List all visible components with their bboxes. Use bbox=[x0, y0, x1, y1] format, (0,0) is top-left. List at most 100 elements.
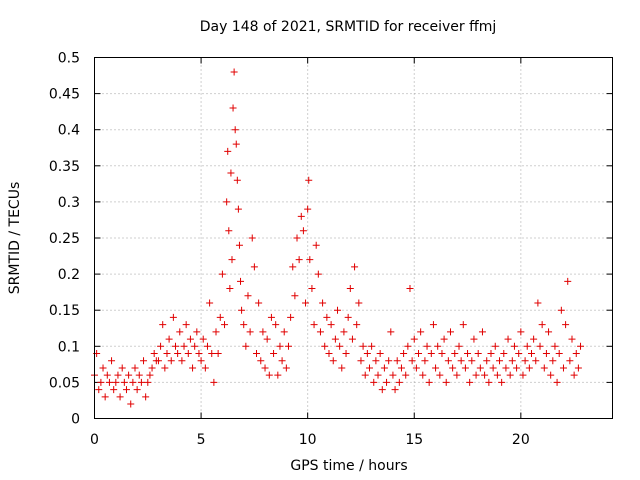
data-point bbox=[540, 364, 548, 372]
data-point bbox=[357, 357, 365, 365]
y-tick-label: 0.05 bbox=[49, 375, 80, 391]
data-point bbox=[521, 357, 529, 365]
data-point bbox=[419, 371, 427, 379]
data-point bbox=[178, 357, 186, 365]
data-point bbox=[184, 350, 192, 358]
data-point bbox=[338, 364, 346, 372]
data-point bbox=[397, 364, 405, 372]
data-point bbox=[218, 270, 226, 278]
data-point bbox=[527, 350, 535, 358]
data-point bbox=[425, 378, 433, 386]
data-point bbox=[423, 342, 431, 350]
data-point bbox=[496, 357, 504, 365]
data-point bbox=[257, 357, 265, 365]
data-point bbox=[278, 357, 286, 365]
data-point bbox=[574, 364, 582, 372]
data-point bbox=[248, 234, 256, 242]
data-point bbox=[459, 321, 467, 329]
data-point bbox=[444, 357, 452, 365]
data-point bbox=[500, 350, 508, 358]
data-point bbox=[410, 335, 418, 343]
data-point bbox=[314, 270, 322, 278]
data-point bbox=[391, 386, 399, 394]
data-point bbox=[304, 205, 312, 213]
data-point bbox=[214, 350, 222, 358]
data-point bbox=[116, 393, 124, 401]
data-point bbox=[253, 350, 261, 358]
data-point bbox=[289, 263, 297, 271]
data-point bbox=[468, 357, 476, 365]
data-point bbox=[336, 342, 344, 350]
data-point bbox=[224, 147, 232, 155]
data-point bbox=[566, 357, 574, 365]
y-tick-label: 0.25 bbox=[49, 231, 80, 247]
y-tick-label: 0.1 bbox=[58, 339, 80, 355]
data-point bbox=[329, 357, 337, 365]
data-point bbox=[372, 357, 380, 365]
data-point bbox=[172, 342, 180, 350]
data-point bbox=[259, 328, 267, 336]
data-point bbox=[154, 357, 162, 365]
data-point bbox=[334, 306, 342, 314]
data-point bbox=[545, 328, 553, 336]
data-point bbox=[513, 364, 521, 372]
data-point bbox=[402, 371, 410, 379]
data-point bbox=[365, 364, 373, 372]
y-tick-label: 0.5 bbox=[58, 51, 80, 67]
data-point bbox=[255, 299, 263, 307]
data-point bbox=[321, 342, 329, 350]
data-point bbox=[344, 313, 352, 321]
data-point bbox=[476, 364, 484, 372]
x-axis-title: GPS time / hours bbox=[290, 458, 407, 474]
data-point bbox=[250, 263, 258, 271]
data-point bbox=[206, 299, 214, 307]
data-point bbox=[161, 364, 169, 372]
data-point bbox=[237, 277, 245, 285]
data-point bbox=[442, 378, 450, 386]
data-point bbox=[559, 364, 567, 372]
plot-frame bbox=[94, 57, 613, 419]
data-point bbox=[210, 378, 218, 386]
data-point bbox=[150, 350, 158, 358]
data-point bbox=[316, 328, 324, 336]
data-point bbox=[470, 335, 478, 343]
data-point bbox=[493, 371, 501, 379]
data-point bbox=[310, 321, 318, 329]
data-point bbox=[478, 328, 486, 336]
data-point bbox=[103, 371, 111, 379]
data-point bbox=[176, 328, 184, 336]
data-point bbox=[429, 321, 437, 329]
data-point bbox=[453, 371, 461, 379]
data-point bbox=[319, 299, 327, 307]
data-point bbox=[361, 371, 369, 379]
data-point bbox=[105, 378, 113, 386]
data-point bbox=[169, 313, 177, 321]
data-point bbox=[193, 328, 201, 336]
data-point bbox=[385, 357, 393, 365]
data-point bbox=[457, 357, 465, 365]
data-point bbox=[140, 357, 148, 365]
data-point bbox=[157, 342, 165, 350]
data-point bbox=[191, 342, 199, 350]
data-point bbox=[226, 285, 234, 293]
data-point bbox=[353, 321, 361, 329]
data-point bbox=[417, 328, 425, 336]
data-point bbox=[144, 378, 152, 386]
data-point bbox=[393, 357, 401, 365]
data-point bbox=[227, 169, 235, 177]
data-point bbox=[504, 335, 512, 343]
data-point bbox=[223, 198, 231, 206]
data-point bbox=[555, 350, 563, 358]
data-point bbox=[297, 212, 305, 220]
data-point bbox=[446, 328, 454, 336]
data-point bbox=[568, 335, 576, 343]
data-point bbox=[233, 176, 241, 184]
data-point bbox=[483, 357, 491, 365]
data-point bbox=[122, 386, 130, 394]
data-point bbox=[498, 378, 506, 386]
data-point bbox=[212, 328, 220, 336]
data-point bbox=[308, 285, 316, 293]
data-point bbox=[487, 350, 495, 358]
axis-ticks: 0 0.05 0.1 0.15 0.2 0.25 0.3 0.35 0.4 0.45 0.5 0 5 10… bbox=[49, 51, 613, 448]
data-point bbox=[165, 335, 173, 343]
